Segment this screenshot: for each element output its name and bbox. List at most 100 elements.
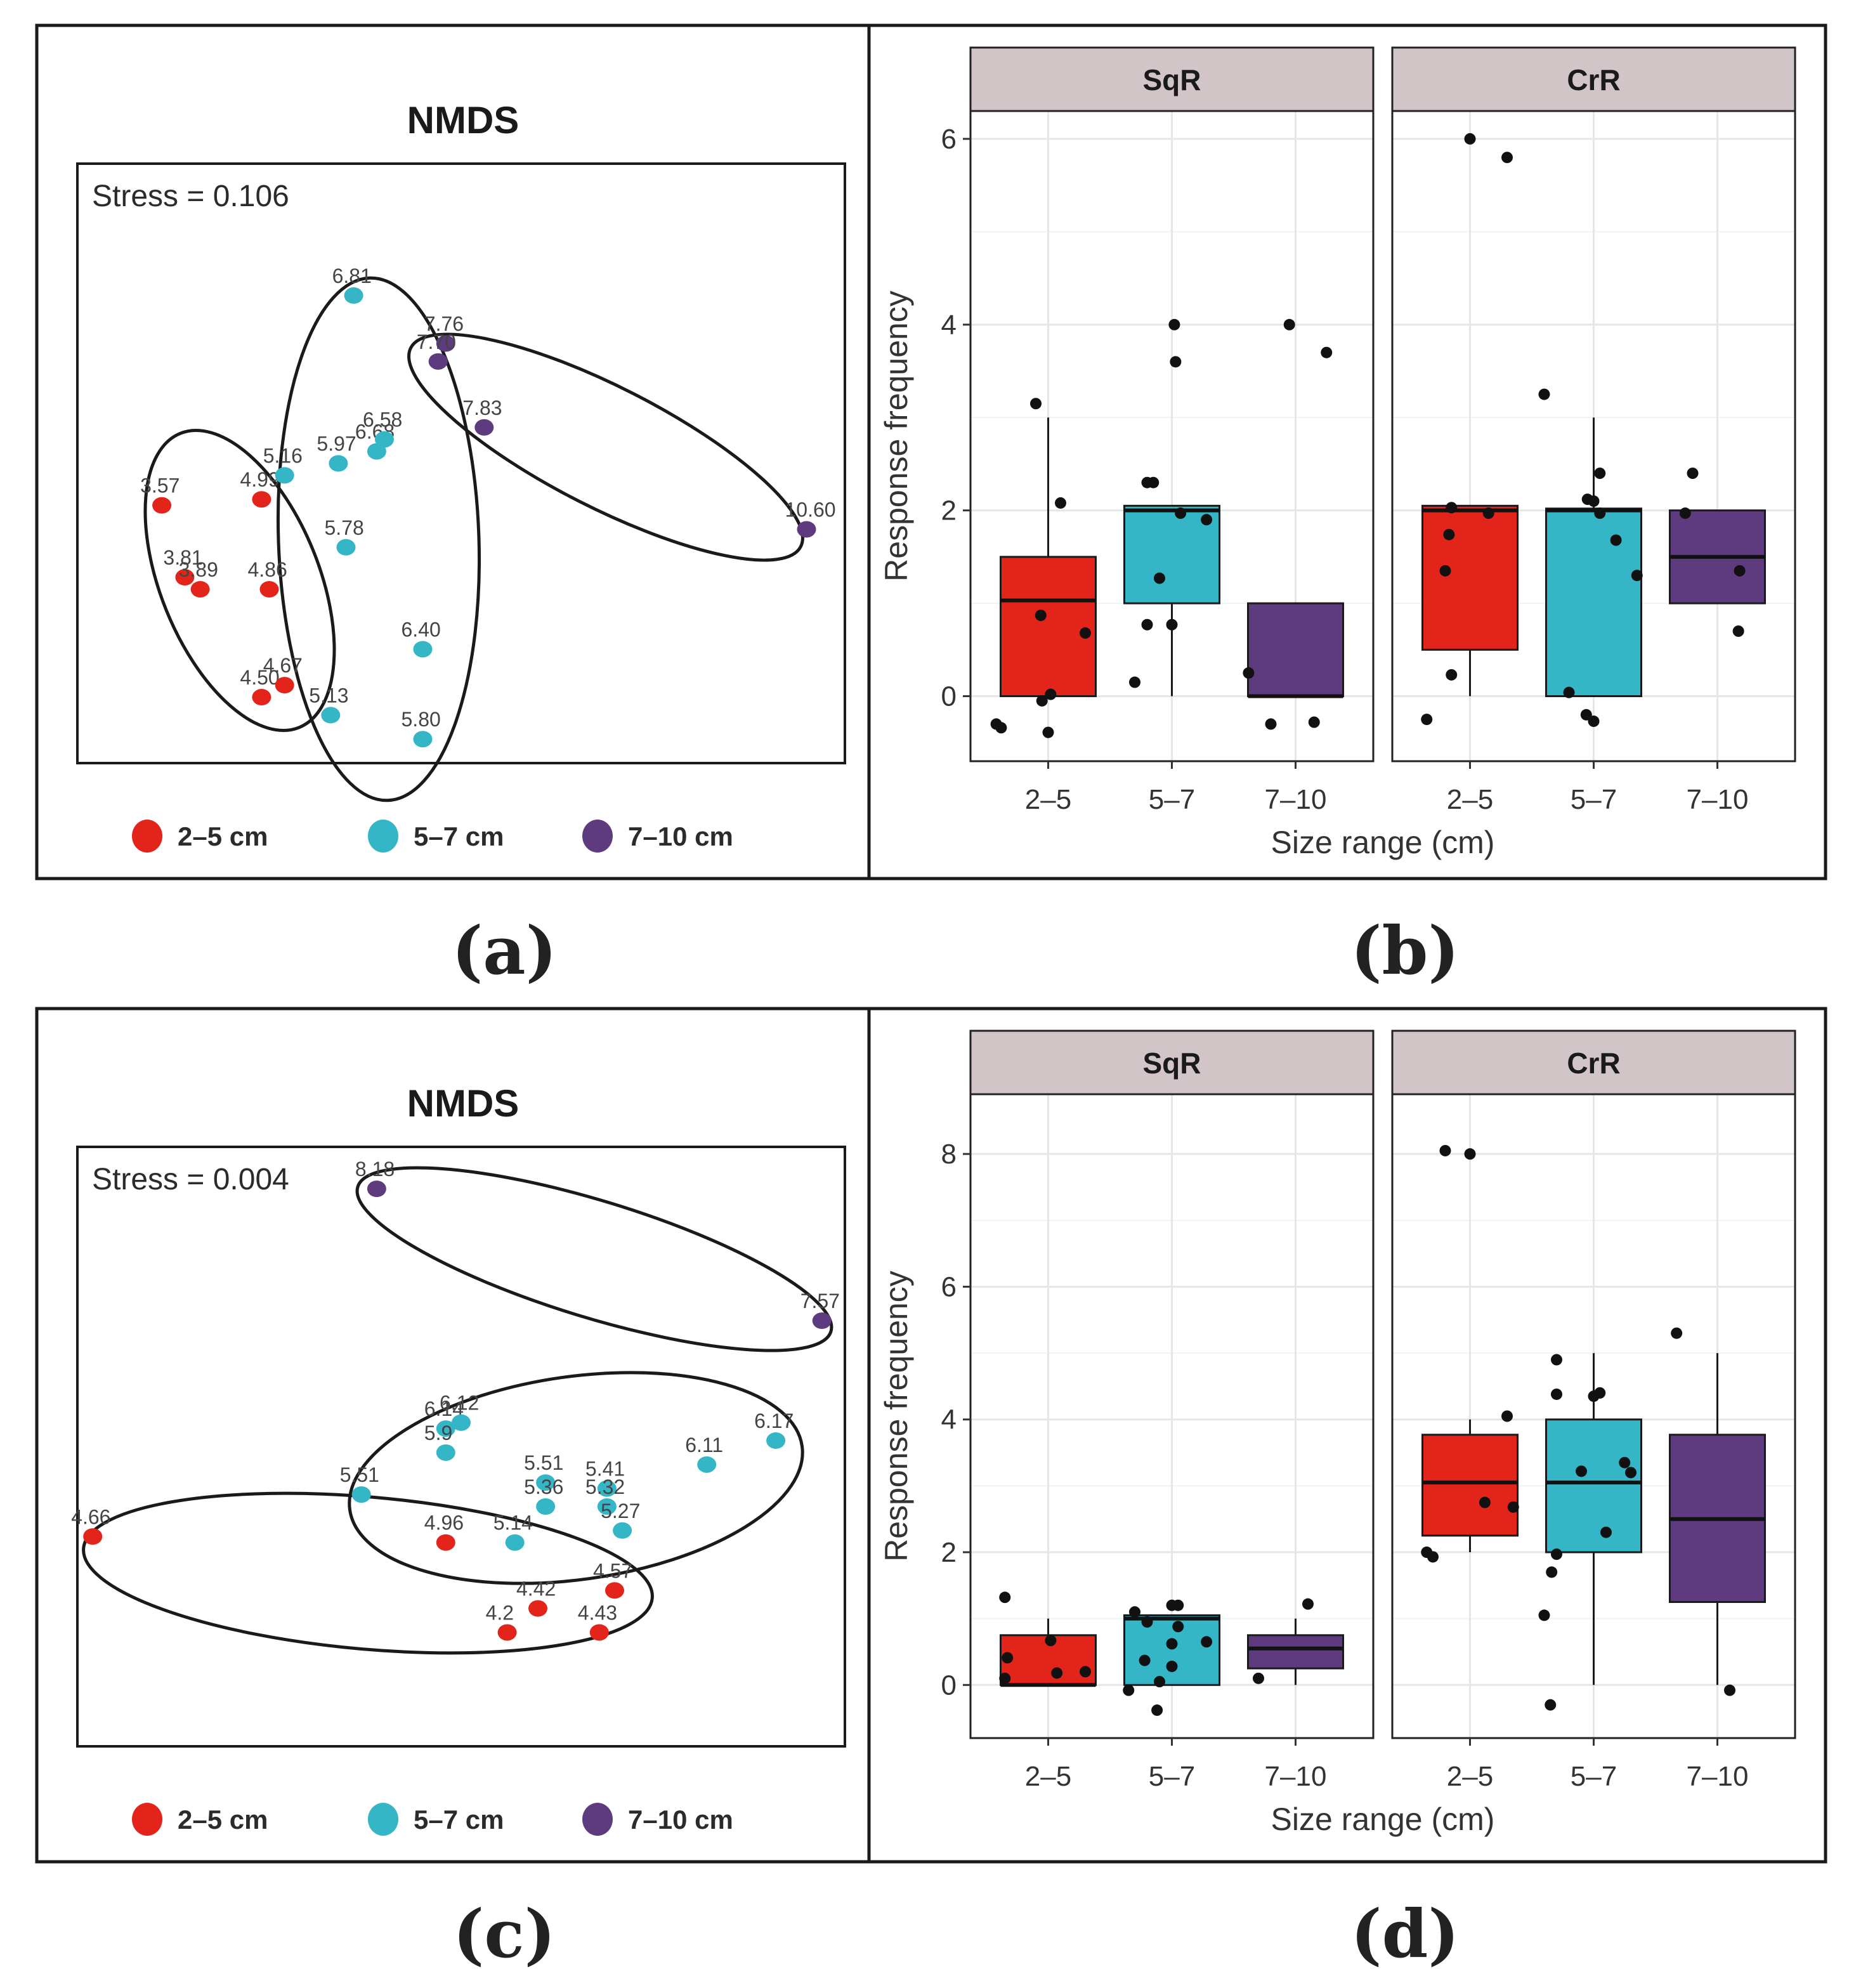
y-axis-title: Response frequency: [879, 1271, 914, 1562]
nmds-point-label: 4.50: [240, 666, 279, 689]
nmds-point-5-7: [505, 1534, 525, 1551]
jitter-point: [1501, 152, 1513, 164]
box-body: [1000, 556, 1097, 697]
nmds-point-2-5: [589, 1624, 609, 1641]
x-tick-label: 7–10: [1265, 1761, 1327, 1792]
jitter-point: [1035, 610, 1047, 622]
panel-a-ellipse-5-7: [276, 276, 481, 802]
jitter-point: [1679, 507, 1691, 520]
nmds-point-label: 4.43: [578, 1601, 617, 1624]
jitter-point: [1123, 1684, 1135, 1696]
box-body: [1545, 507, 1642, 697]
x-tick-label: 5–7: [1571, 784, 1617, 815]
nmds-point-label: 6.17: [754, 1409, 794, 1432]
nmds-point-5-7: [766, 1432, 786, 1449]
jitter-point: [1594, 468, 1606, 480]
y-tick-label: 0: [941, 1670, 957, 1701]
box-body: [1545, 1418, 1642, 1553]
jitter-point: [1055, 497, 1066, 509]
panel-letter-c: (c): [453, 1895, 556, 1973]
panel-a-ellipse-7-10: [407, 332, 804, 562]
panel-d-boxplot: SqR 2–5 5–7 7–10 CrR 2–5 5–7 7–10 0 2 4 6 8 Size rang…: [879, 1030, 1796, 1837]
legend-swatch-5-7: [368, 820, 398, 853]
x-tick-label: 5–7: [1149, 784, 1195, 815]
panel-letter-a: (a): [452, 912, 557, 990]
box-2-5: [1421, 133, 1519, 726]
jitter-point: [1631, 570, 1643, 582]
nmds-point-5-7: [344, 287, 363, 304]
jitter-point: [1253, 1672, 1264, 1684]
nmds-point-label: 5.14: [493, 1512, 533, 1534]
nmds-point-label: 4.2: [486, 1601, 514, 1624]
jitter-point: [1732, 625, 1744, 637]
jitter-point: [1551, 1354, 1562, 1366]
jitter-point: [1172, 1621, 1184, 1633]
nmds-point-2-5: [605, 1582, 624, 1599]
x-tick-label: 7–10: [1687, 1761, 1749, 1792]
jitter-point: [990, 718, 1002, 730]
nmds-point-5-7: [697, 1456, 717, 1473]
jitter-point: [1201, 1636, 1213, 1648]
jitter-point: [1576, 1465, 1587, 1477]
jitter-point: [1551, 1388, 1562, 1400]
jitter-point: [1175, 507, 1187, 520]
facet-SqR: SqR 2–5 5–7 7–10: [969, 1030, 1375, 1792]
jitter-point: [1201, 514, 1213, 526]
legend-label-7-10: 7–10 cm: [628, 821, 733, 851]
nmds-point-5-7: [321, 707, 341, 724]
nmds-point-5-7: [597, 1498, 617, 1515]
jitter-point: [1446, 669, 1458, 681]
box-5-7: [1123, 318, 1220, 696]
jitter-point: [1139, 1654, 1151, 1666]
nmds-point-5-7: [613, 1522, 632, 1539]
y-tick-label: 8: [941, 1139, 957, 1170]
y-tick-label: 2: [941, 495, 957, 526]
jitter-point: [1538, 388, 1550, 400]
nmds-point-5-7: [536, 1474, 556, 1491]
nmds-point-2-5: [190, 580, 210, 598]
jitter-point: [1594, 1387, 1606, 1399]
nmds-point-label: 7.76: [424, 313, 464, 336]
box-body: [1421, 504, 1519, 651]
facet-strip: [969, 46, 1375, 112]
legend-swatch-7-10: [582, 820, 613, 853]
jitter-point: [1030, 398, 1042, 410]
nmds-point-2-5: [275, 677, 294, 694]
x-tick-label: 2–5: [1447, 1761, 1493, 1792]
nmds-point-label: 4.57: [593, 1559, 632, 1582]
legend-label-7-10: 7–10 cm: [628, 1805, 733, 1834]
nmds-point-5-7: [336, 539, 356, 556]
jitter-point: [1051, 1667, 1063, 1679]
jitter-point: [1625, 1467, 1637, 1479]
x-tick-label: 2–5: [1025, 1761, 1071, 1792]
jitter-point: [1619, 1456, 1631, 1468]
nmds-point-5-7: [597, 1480, 617, 1497]
nmds-point-5-7: [436, 1420, 455, 1437]
nmds-point-5-7: [367, 443, 386, 460]
nmds-point-label: 5.32: [585, 1475, 625, 1498]
x-tick-label: 7–10: [1265, 784, 1327, 815]
frame-bottom: [35, 1007, 1827, 1864]
nmds-point-5-7: [452, 1414, 471, 1431]
jitter-point: [1600, 1526, 1612, 1538]
jitter-point: [1443, 528, 1455, 540]
jitter-point: [1265, 718, 1277, 730]
panel-b-boxplot: SqR 2–5 5–7 7–10 CrR 2–5 5–7 7–10 0 2 4 6 Size range…: [879, 46, 1796, 860]
nmds-point-7-10: [428, 353, 448, 370]
box-body: [1123, 1614, 1220, 1686]
nmds-point-label: 4.67: [263, 654, 303, 677]
jitter-point: [1507, 1501, 1519, 1513]
x-tick-label: 2–5: [1447, 784, 1493, 815]
nmds-point-7-10: [812, 1312, 832, 1330]
jitter-point: [1308, 716, 1320, 728]
nmds-point-label: 4.99: [240, 468, 279, 491]
box-body: [1247, 1634, 1344, 1670]
nmds-point-5-7: [413, 641, 433, 658]
x-axis-title: Size range (cm): [1271, 825, 1495, 860]
nmds-point-2-5: [252, 689, 271, 706]
nmds-point-label: 6.81: [332, 265, 372, 287]
panel-a-legend: 2–5 cm 5–7 cm 7–10 cm: [132, 820, 733, 853]
nmds-point-label: 5.13: [309, 684, 348, 707]
jitter-point: [1687, 468, 1699, 480]
